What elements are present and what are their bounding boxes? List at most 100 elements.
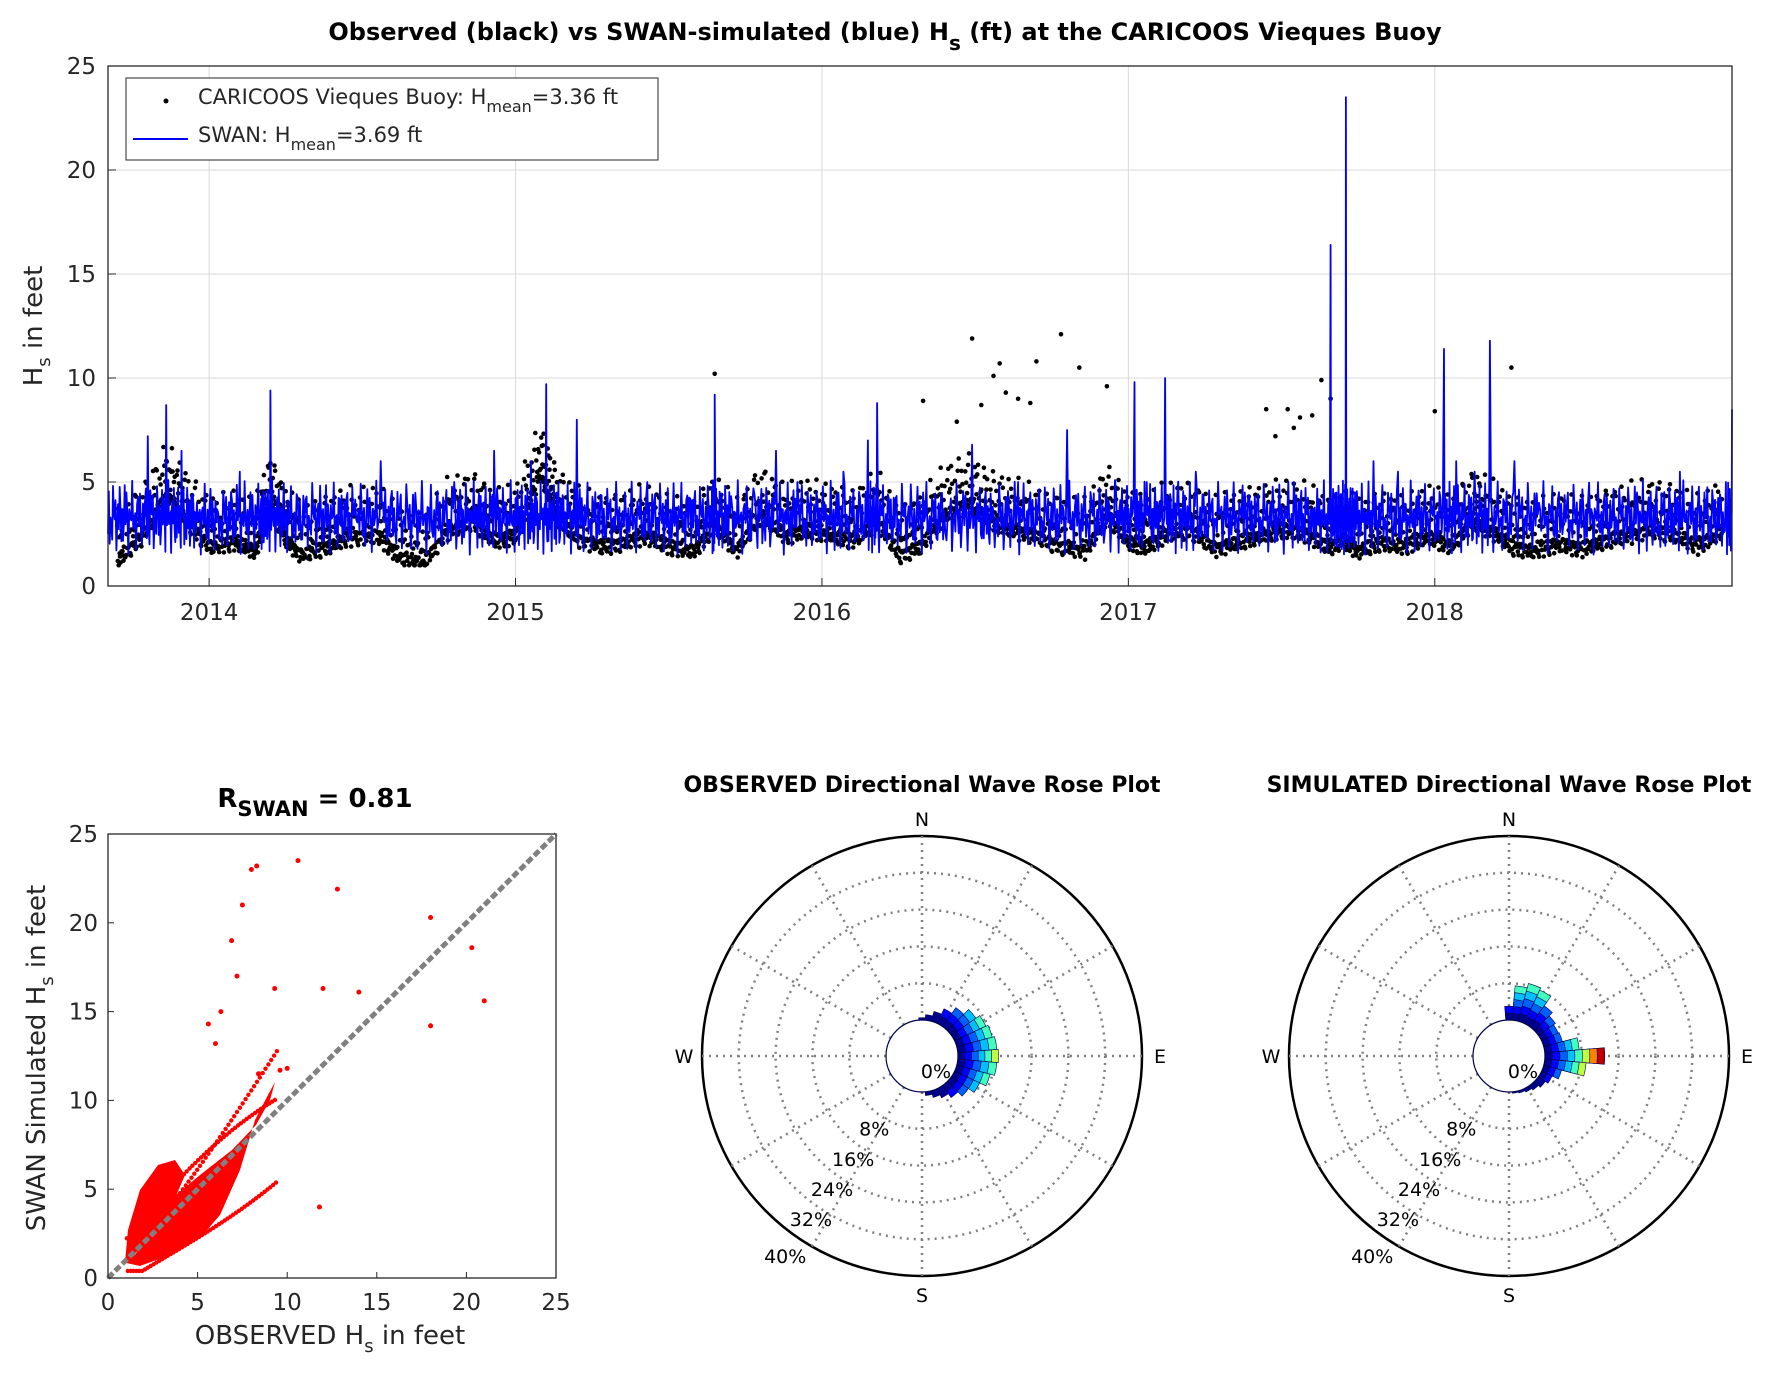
timeseries-legend[interactable]: CARICOOS Vieques Buoy: Hmean=3.36 ft SWA…	[125, 77, 659, 161]
observed-outlier-point	[1015, 396, 1021, 402]
observed-point	[988, 487, 993, 492]
observed-point	[317, 541, 322, 547]
observed-point	[546, 478, 552, 484]
observed-point	[318, 555, 323, 560]
observed-point	[139, 544, 144, 549]
observed-point	[1625, 538, 1630, 544]
rose-ring-label: 8%	[1446, 1119, 1476, 1141]
observed-point	[381, 548, 387, 553]
ts-xtick-label: 2017	[1099, 600, 1158, 626]
scatter-point	[127, 1232, 132, 1238]
observed-point	[587, 549, 592, 554]
observed-point	[154, 468, 160, 473]
observed-point	[1152, 547, 1157, 553]
scatter-point	[243, 1096, 248, 1102]
observed-point	[1691, 549, 1696, 554]
observed-point	[505, 482, 511, 488]
observed-point	[1214, 554, 1219, 560]
scatter-point	[317, 1204, 322, 1210]
observed-point	[157, 476, 162, 481]
observed-point	[531, 477, 536, 483]
observed-outlier-point	[1285, 406, 1290, 412]
scatter-point	[234, 1109, 240, 1115]
rose-spoke	[1397, 864, 1493, 1026]
observed-point	[121, 558, 126, 563]
observed-point	[898, 560, 904, 566]
observed-point	[956, 456, 961, 461]
scatter-point	[200, 1159, 206, 1165]
observed-point	[665, 551, 670, 557]
observed-point	[1580, 554, 1585, 560]
scatter-point	[138, 1219, 144, 1224]
observed-point	[323, 551, 329, 556]
observed-point	[338, 488, 343, 494]
rose-direction-label: S	[1503, 1285, 1515, 1307]
observed-outlier-point	[1077, 365, 1082, 370]
observed-point	[1525, 534, 1531, 539]
observed-point	[170, 469, 175, 474]
observed-point	[975, 472, 980, 477]
scatter-point	[272, 986, 278, 991]
rose-direction-label: E	[1741, 1046, 1753, 1068]
observed-point	[255, 550, 261, 555]
observed-point	[171, 479, 177, 485]
observed-point	[278, 480, 284, 485]
scatter-point	[428, 915, 434, 920]
observed-point	[312, 499, 318, 504]
sc-xtick-label: 0	[101, 1290, 116, 1316]
observed-point	[1081, 543, 1087, 549]
observed-point	[404, 550, 409, 555]
scatter-chart: RSWAN = 0.81 0 5 10 15 20 25 0 5 10 15 20 25 OBSER…	[22, 784, 571, 1357]
scatter-point	[277, 1067, 283, 1073]
observed-point	[410, 546, 416, 551]
scatter-point	[160, 1213, 166, 1218]
observed-outlier-point	[1003, 390, 1009, 395]
rose-ring-label: 8%	[859, 1119, 889, 1141]
rose-spoke	[938, 864, 1034, 1026]
scatter-point	[269, 1057, 274, 1063]
observed-point	[550, 474, 555, 480]
observed-point	[227, 549, 232, 554]
observed-point	[1377, 549, 1382, 554]
scatter-point	[263, 1066, 268, 1071]
scatter-point	[180, 1187, 186, 1192]
scatter-point	[271, 1053, 277, 1058]
rose-direction-label: W	[1262, 1046, 1281, 1068]
sc-xtick-label: 20	[452, 1290, 481, 1316]
observed-point	[938, 465, 943, 471]
scatter-xlabel: OBSERVED Hs in feet	[195, 1321, 465, 1357]
observed-point	[1466, 483, 1472, 489]
sc-xtick-label: 10	[273, 1290, 302, 1316]
observed-point	[1531, 554, 1536, 560]
observed-point	[923, 539, 928, 545]
observed-point	[540, 443, 546, 448]
observed-outlier-point	[712, 371, 717, 377]
observed-outlier-point	[1034, 359, 1039, 364]
scatter-point	[157, 1217, 163, 1222]
observed-point	[402, 537, 408, 542]
scatter-point	[175, 1194, 180, 1200]
observed-point	[1243, 546, 1248, 551]
ts-ytick-label: 15	[67, 262, 96, 288]
simulated-rose-title: SIMULATED Directional Wave Rose Plot	[1267, 773, 1752, 798]
observed-point	[999, 475, 1005, 480]
observed-point	[1082, 557, 1088, 562]
observed-point	[444, 474, 450, 480]
scatter-point	[334, 886, 340, 892]
observed-point	[1372, 545, 1377, 551]
observed-point	[716, 477, 722, 483]
observed-point	[769, 476, 775, 482]
scatter-point	[124, 1236, 130, 1241]
observed-point	[594, 545, 600, 550]
observed-point	[795, 537, 800, 542]
observed-point	[1100, 476, 1106, 482]
observed-point	[1684, 487, 1690, 493]
scatter-title: RSWAN = 0.81	[217, 784, 412, 821]
observed-point	[696, 542, 702, 547]
observed-point	[1482, 472, 1488, 478]
observed-point	[385, 551, 391, 556]
observed-point	[551, 460, 557, 465]
simulated-rose-chart: SIMULATED Directional Wave Rose Plot 0% N…	[1262, 773, 1753, 1307]
observed-point	[404, 558, 410, 564]
observed-point	[1269, 538, 1275, 543]
